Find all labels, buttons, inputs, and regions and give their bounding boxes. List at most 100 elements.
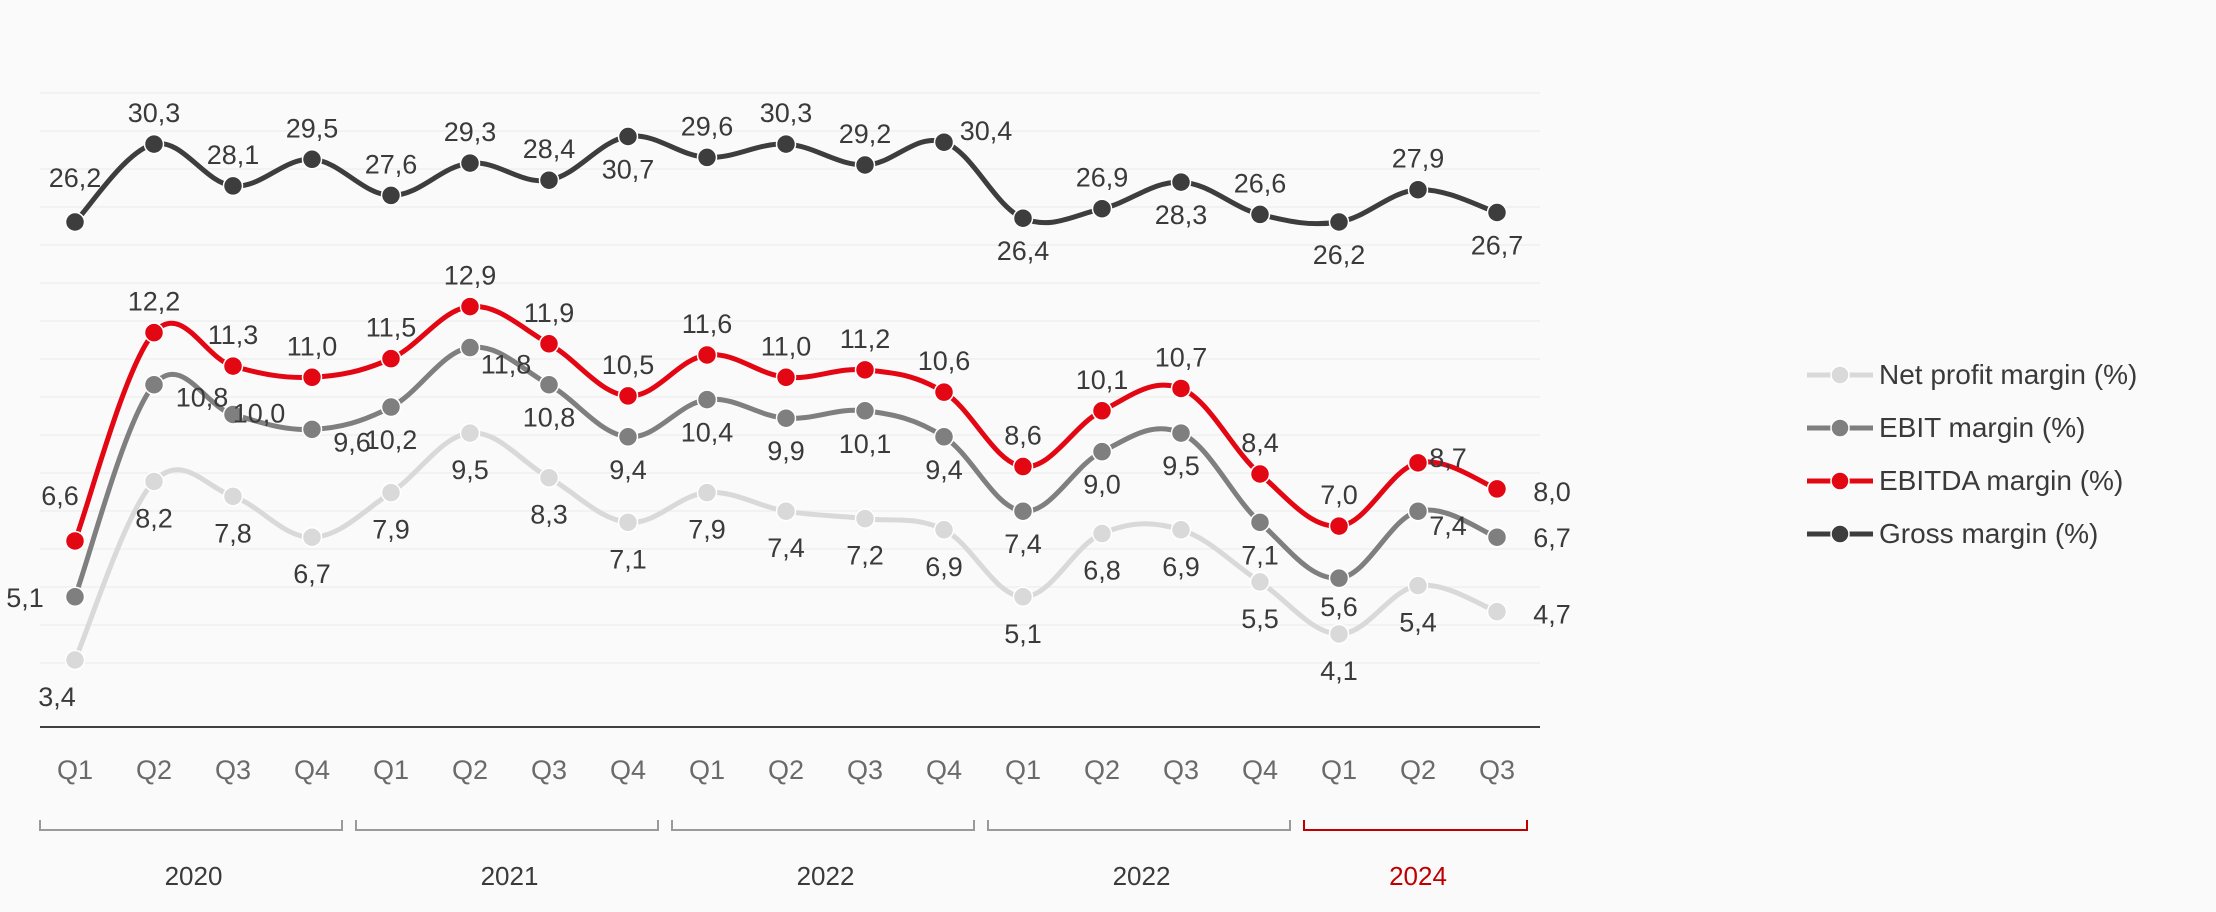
ebitda-margin-data-label: 10,6 [918, 346, 971, 376]
legend: Net profit margin (%) EBIT margin (%) EBIT… [1805, 348, 2137, 560]
gross-margin-data-label: 29,6 [681, 111, 734, 141]
data-labels: 3,4 8,2 7,8 6,7 7,9 9,5 8,3 7,1 7,9 7,4 7,2 6,9 5,1 6… [6, 98, 1571, 712]
ebit-margin-data-label: 10,4 [681, 418, 734, 448]
ebit-margin-point [1170, 422, 1192, 444]
year-bracket [1303, 820, 1528, 831]
net-profit-margin-point [1407, 575, 1429, 596]
x-tick-label: Q1 [373, 755, 409, 785]
year-bracket [671, 820, 975, 831]
ebitda-margin-data-label: 11,5 [366, 313, 417, 343]
ebitda-margin-point [380, 348, 402, 369]
ebit-margin-data-label: 9,4 [925, 455, 963, 485]
ebit-margin-point [933, 426, 955, 448]
ebitda-margin-data-label: 11,9 [524, 298, 575, 328]
legend-swatch [1807, 364, 1873, 385]
gross-margin-data-label: 30,7 [602, 155, 655, 185]
ebitda-margin-data-label: 8,6 [1004, 421, 1042, 451]
ebitda-margin-data-label: 8,7 [1429, 443, 1467, 473]
net-profit-margin-point [538, 467, 560, 488]
ebit-margin-data-label: 10,8 [523, 403, 576, 433]
x-tick-label: Q3 [531, 755, 567, 785]
gross-margin-point [1486, 202, 1508, 223]
gross-margin-point [1091, 198, 1113, 219]
ebit-margin-data-label: 7,4 [1004, 529, 1042, 559]
ebit-margin-point [380, 396, 402, 418]
net-profit-margin-point [1249, 571, 1271, 593]
ebit-margin-point [1249, 512, 1271, 533]
gross-margin-data-label: 28,4 [523, 134, 576, 164]
gross-margin-point [222, 175, 244, 197]
legend-swatch [1807, 417, 1873, 438]
ebit-margin-point [775, 407, 797, 429]
net-profit-margin-point [222, 486, 244, 507]
year-brackets: 2020 2021 2022 2022 2024 [39, 820, 1528, 891]
gross-margin-data-label: 28,1 [207, 140, 260, 170]
ebitda-margin-point [1407, 452, 1429, 474]
ebit-margin-data-label: 7,4 [1429, 511, 1467, 541]
ebitda-margin-point [143, 322, 165, 343]
net-profit-margin-data-label: 4,1 [1320, 656, 1358, 686]
year-bracket [987, 820, 1291, 831]
net-profit-margin-data-label: 8,3 [530, 500, 568, 530]
ebit-margin-point [222, 404, 244, 425]
net-profit-margin-data-label: 6,9 [1162, 552, 1200, 582]
x-tick-label: Q2 [136, 755, 172, 785]
gross-margin-point [1170, 171, 1192, 193]
ebit-margin-data-label: 9,6 [333, 427, 371, 457]
gross-margin-data-label: 28,3 [1155, 200, 1208, 230]
ebit-margin-data-label: 5,6 [1320, 592, 1358, 622]
net-profit-margin-point [1091, 523, 1113, 544]
net-profit-margin-data-label: 6,7 [293, 559, 331, 589]
legend-item: Net profit margin (%) [1805, 348, 2137, 401]
ebit-margin-point [1012, 500, 1034, 522]
x-tick-label: Q3 [1163, 755, 1199, 785]
net-profit-margin-point [143, 471, 165, 492]
gross-margin-point [1012, 207, 1034, 229]
ebitda-margin-point [1486, 478, 1508, 500]
ebitda-margin-point [1249, 463, 1271, 485]
gross-margin-point [143, 133, 165, 155]
ebitda-margin-data-label: 10,7 [1155, 342, 1208, 372]
ebit-margin-point [1486, 526, 1508, 548]
ebitda-margin-data-label: 12,9 [444, 261, 497, 291]
net-profit-margin-point [1012, 586, 1034, 608]
year-bracket [355, 820, 659, 831]
gross-margin-data-label: 26,2 [49, 163, 102, 193]
legend-label: Gross margin (%) [1879, 517, 2099, 549]
ebit-margin-point [1091, 441, 1113, 462]
ebit-margin-point [1328, 567, 1350, 589]
ebit-margin-point [617, 426, 639, 448]
net-profit-margin-point [64, 649, 86, 671]
net-profit-margin-data-label: 9,5 [451, 455, 489, 485]
gross-margin-data-label: 29,5 [286, 113, 339, 143]
ebitda-margin-data-label: 6,6 [41, 481, 79, 511]
net-profit-margin-data-label: 6,8 [1083, 556, 1121, 586]
legend-swatch [1807, 523, 1873, 544]
net-profit-margin-point [775, 500, 797, 522]
ebitda-margin-point [1328, 515, 1350, 537]
year-label: 2020 [165, 861, 223, 891]
ebitda-margin-point [64, 530, 86, 552]
x-tick-label: Q2 [1084, 755, 1120, 785]
net-profit-margin-point [380, 482, 402, 503]
net-profit-margin-data-label: 7,9 [688, 515, 726, 545]
net-profit-margin-data-label: 7,8 [214, 518, 252, 548]
ebitda-margin-point [538, 333, 560, 355]
ebit-margin-point [459, 337, 481, 358]
ebit-margin-point [64, 586, 86, 608]
year-label: 2022 [1113, 861, 1171, 891]
net-profit-margin-point [933, 519, 955, 541]
x-tick-label: Q4 [294, 755, 330, 785]
net-profit-margin-point [1328, 623, 1350, 645]
ebit-margin-data-label: 10,8 [176, 383, 229, 413]
ebit-margin-point [696, 389, 718, 410]
series-points [64, 126, 1508, 671]
gross-margin-data-label: 30,3 [128, 98, 181, 128]
gross-margin-data-label: 30,3 [760, 98, 813, 128]
gross-margin-point [617, 126, 639, 147]
gross-margin-point [459, 152, 481, 174]
legend-label: Net profit margin (%) [1879, 358, 2138, 390]
ebitda-margin-point [459, 296, 481, 317]
ebitda-margin-data-label: 11,2 [840, 324, 891, 354]
